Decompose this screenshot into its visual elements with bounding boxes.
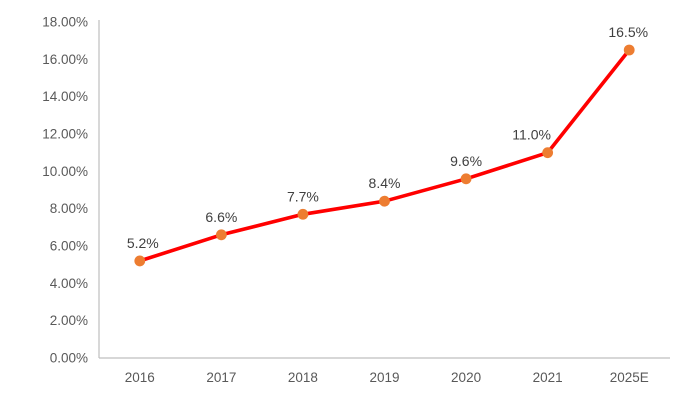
data-point-label: 9.6% <box>450 153 482 169</box>
y-axis-tick-label: 14.00% <box>42 89 88 104</box>
data-point-marker <box>460 173 472 185</box>
data-point-label: 8.4% <box>369 175 401 191</box>
data-point-marker <box>379 195 390 207</box>
data-point-label: 6.6% <box>205 209 237 225</box>
y-axis-tick-label: 10.00% <box>42 164 88 179</box>
x-axis-tick-label: 2020 <box>451 370 481 385</box>
data-point-marker <box>542 147 554 159</box>
data-point-marker <box>134 255 146 267</box>
data-point-marker <box>215 229 227 241</box>
x-axis-tick-label: 2019 <box>369 370 399 385</box>
y-axis-tick-label: 12.00% <box>42 127 88 142</box>
x-axis-tick-label: 2017 <box>206 370 236 385</box>
y-axis-tick-label: 8.00% <box>50 201 88 216</box>
data-point-marker <box>297 208 309 220</box>
y-axis-tick-label: 6.00% <box>50 239 88 254</box>
y-axis-tick-label: 0.00% <box>50 351 88 366</box>
trend-line <box>138 48 632 263</box>
y-axis-tick-label: 18.00% <box>42 15 88 30</box>
data-point-label: 16.5% <box>608 24 648 40</box>
data-point-label: 5.2% <box>127 235 159 251</box>
y-axis-tick-label: 4.00% <box>50 276 88 291</box>
x-axis-tick-label: 2018 <box>288 370 318 385</box>
x-axis-tick-label: 2021 <box>533 370 563 385</box>
data-point-marker <box>623 44 635 56</box>
y-axis-tick-label: 16.00% <box>42 52 88 67</box>
x-axis-tick-label: 2016 <box>125 370 155 385</box>
y-axis-tick-label: 2.00% <box>50 313 88 328</box>
data-point-label: 7.7% <box>287 188 319 204</box>
x-axis-tick-label: 2025E <box>610 370 649 385</box>
data-point-label: 11.0% <box>512 127 551 143</box>
